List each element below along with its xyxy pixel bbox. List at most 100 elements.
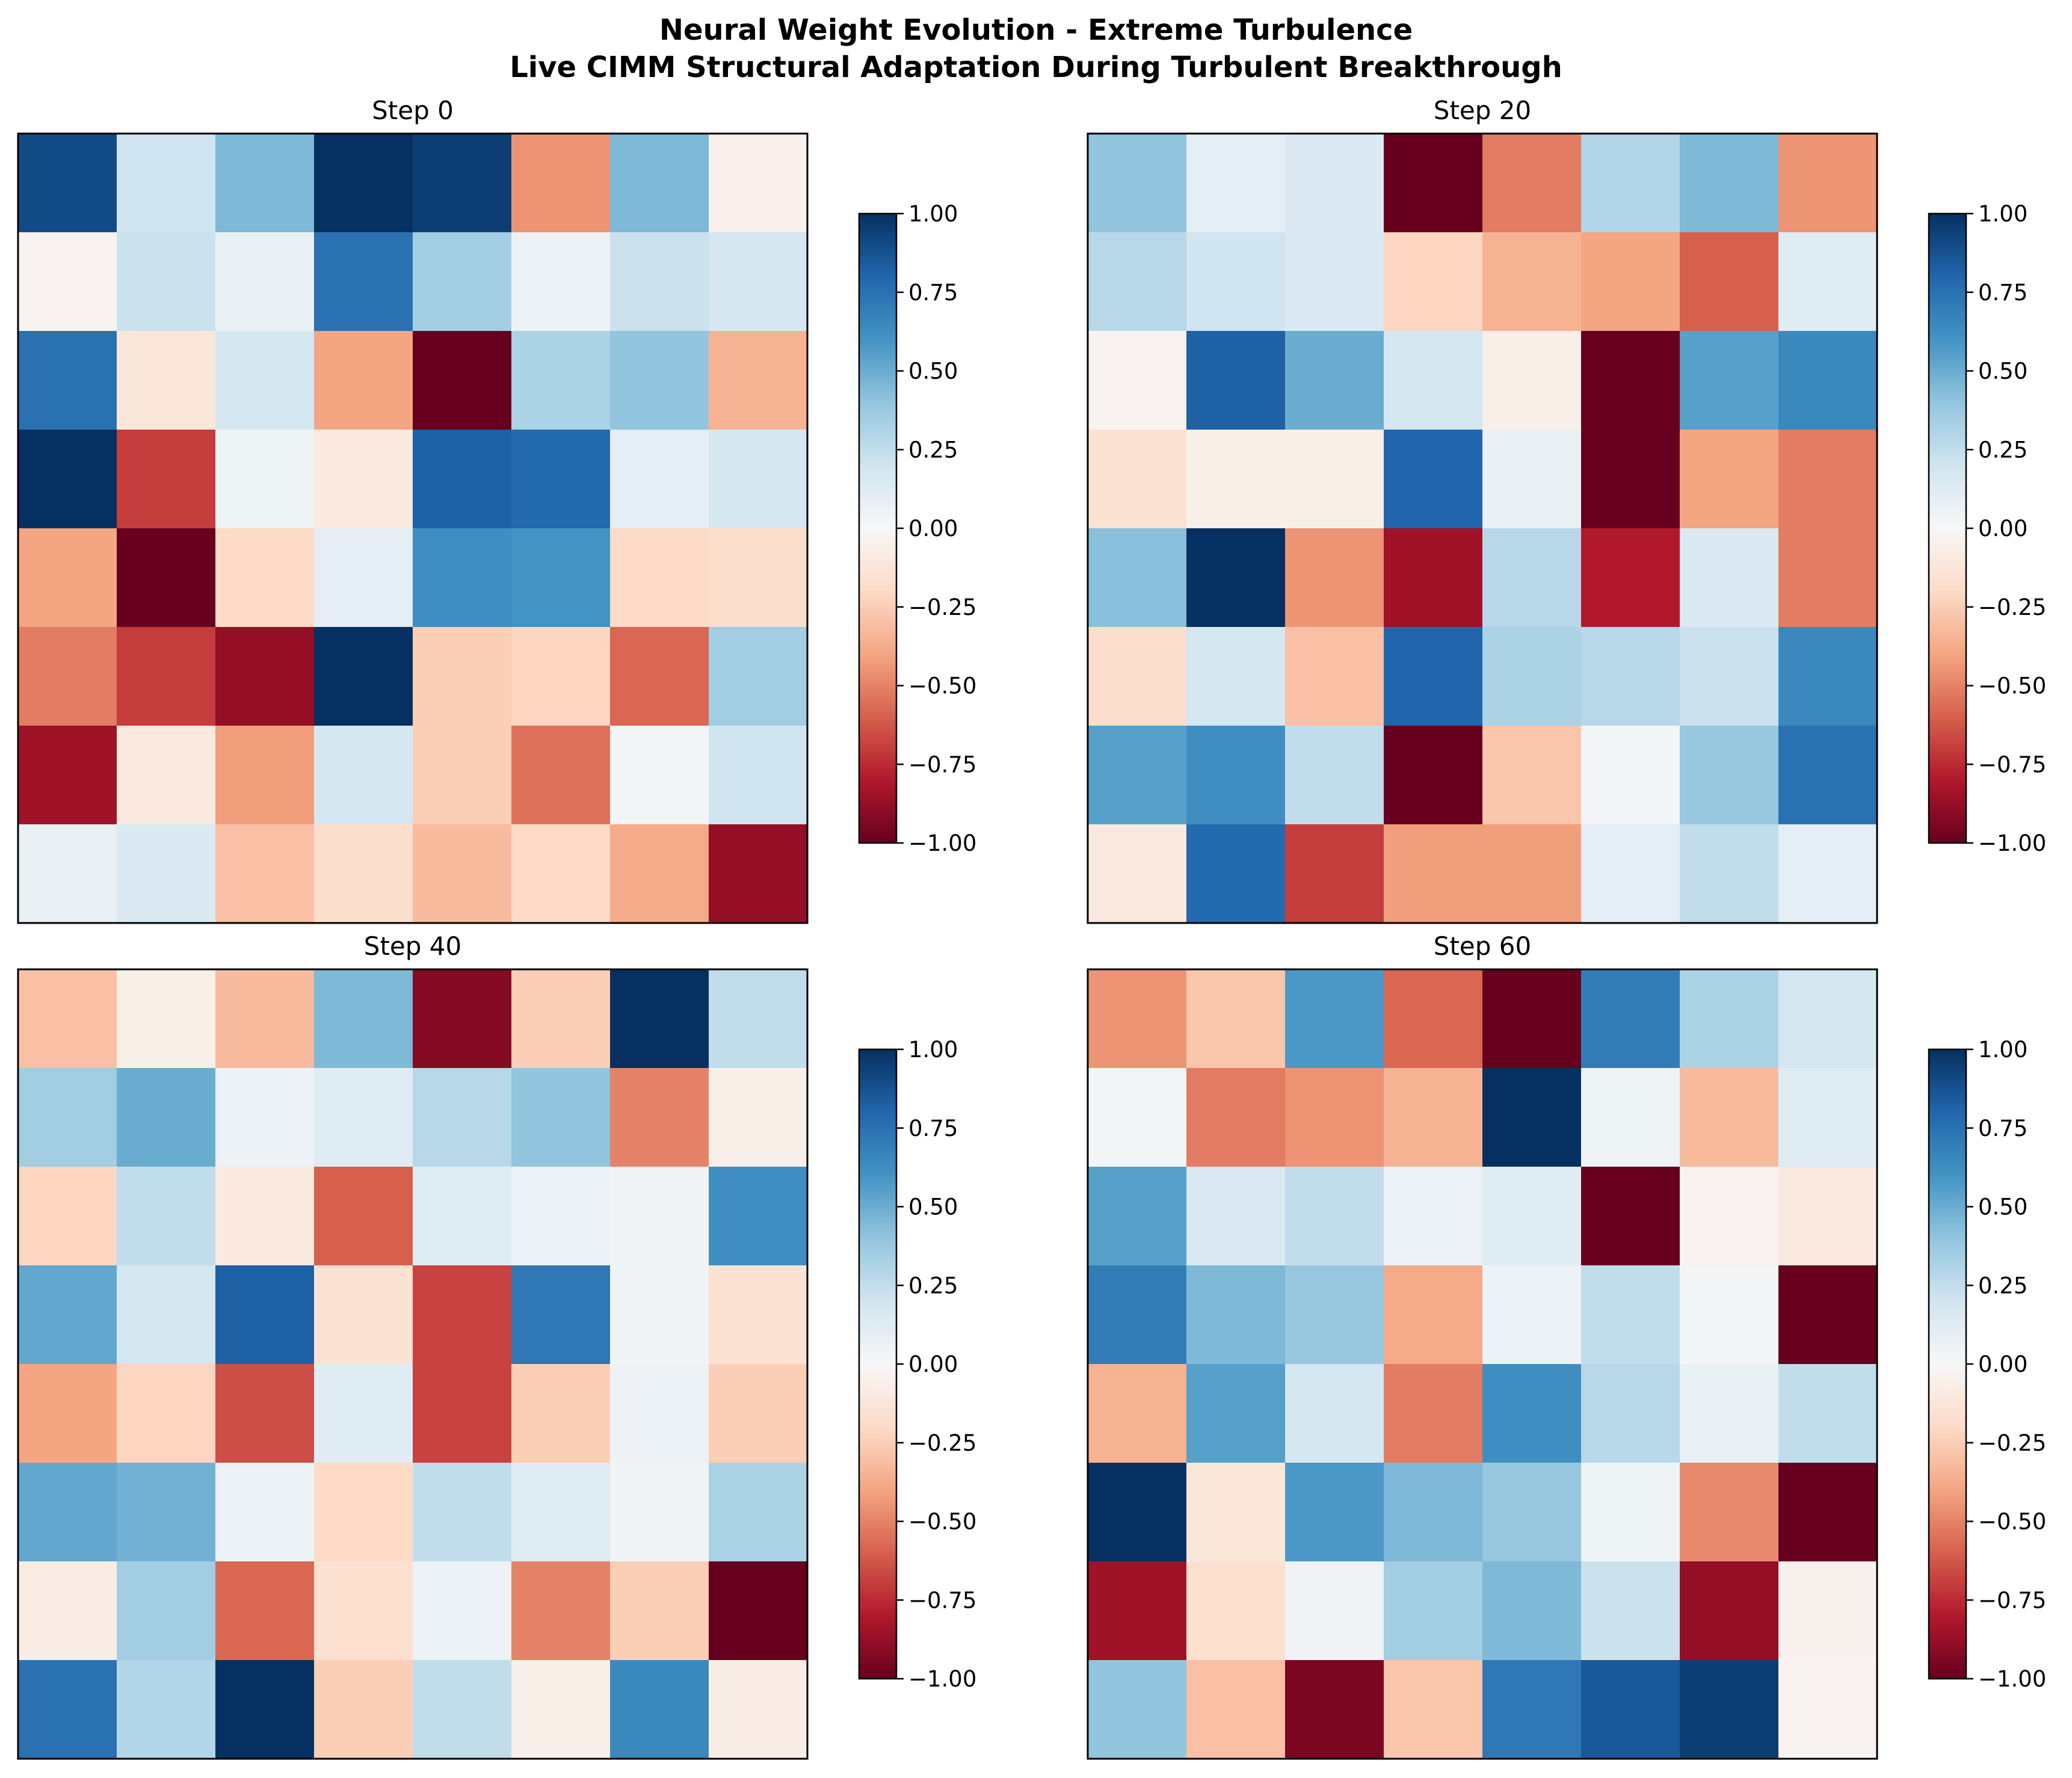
heatmap-cell — [1186, 528, 1286, 628]
heatmap-cell — [1088, 1265, 1187, 1365]
heatmap-cell — [511, 969, 611, 1069]
heatmap-cell — [1384, 528, 1483, 628]
heatmap-cell — [1285, 1265, 1384, 1365]
heatmap-cell — [1680, 528, 1779, 628]
heatmap-cell — [1778, 1660, 1878, 1759]
heatmap-cell — [1680, 1265, 1779, 1365]
heatmap-cell — [1581, 331, 1680, 430]
heatmap-cell — [511, 134, 611, 233]
heatmap-cell — [215, 1265, 315, 1365]
panel-title: Step 60 — [1434, 931, 1531, 961]
heatmap-cell — [215, 1068, 315, 1167]
heatmap-cell — [1680, 1364, 1779, 1463]
heatmap-cell — [709, 1561, 808, 1661]
colorbar: 1.00 0.75 0.50 0.25 0.00 −0.25 −0.50 −0.75 −1.00 — [1928, 201, 2046, 856]
heatmap-cell — [1186, 232, 1286, 332]
heatmap-cell — [1088, 232, 1187, 332]
heatmap-cell — [18, 1660, 117, 1759]
panel-title: Step 40 — [364, 931, 461, 961]
heatmap-cell — [314, 232, 413, 332]
heatmap-cell — [1680, 134, 1779, 233]
heatmap-cell — [610, 1167, 709, 1266]
heatmap-cell — [1285, 528, 1384, 628]
heatmap-cell — [1680, 726, 1779, 825]
heatmap-cell — [1581, 1463, 1680, 1562]
colorbar-gradient — [1929, 214, 1966, 843]
heatmap-cell — [511, 726, 611, 825]
heatmap-cell — [1680, 1463, 1779, 1562]
heatmap-cell — [1088, 331, 1187, 430]
heatmap-cell — [314, 528, 413, 628]
heatmap-cell — [511, 1167, 611, 1266]
heatmap-cell — [1088, 1660, 1187, 1759]
figure-title-line2: Live CIMM Structural Adaptation During T… — [510, 51, 1562, 84]
heatmap-cell — [117, 430, 216, 529]
heatmap-cell — [413, 134, 512, 233]
heatmap-cell — [413, 1463, 512, 1562]
heatmap-cell — [18, 1463, 117, 1562]
colorbar: 1.00 0.75 0.50 0.25 0.00 −0.25 −0.50 −0.75 −1.00 — [1928, 1037, 2046, 1692]
heatmap-cell — [1088, 969, 1187, 1069]
heatmap-cell — [1088, 134, 1187, 233]
heatmap-cell — [1482, 1167, 1582, 1266]
heatmap-cell — [1482, 134, 1582, 233]
heatmap-cell — [1088, 430, 1187, 529]
heatmap-cell — [215, 627, 315, 726]
colorbar-gradient — [859, 214, 896, 843]
heatmap-cell — [610, 430, 709, 529]
heatmap-cell — [511, 1364, 611, 1463]
heatmap-cell — [1581, 1660, 1680, 1759]
heatmap-cell — [18, 824, 117, 924]
heatmap-cell — [709, 1068, 808, 1167]
heatmap-cell — [314, 134, 413, 233]
colorbar: 1.00 0.75 0.50 0.25 0.00 −0.25 −0.50 −0.75 −1.00 — [858, 1037, 976, 1692]
heatmap-cell — [511, 1068, 611, 1167]
heatmap-cell — [1581, 430, 1680, 529]
colorbar-tick-label: −0.50 — [1978, 673, 2046, 699]
heatmap-cell — [511, 528, 611, 628]
heatmap-cell — [413, 969, 512, 1069]
heatmap-cell — [1482, 726, 1582, 825]
heatmap-panel-step-20: Step 20 1.00 0.75 0.50 0.25 0.00 −0.25 −0.50 −0… — [1087, 96, 2046, 924]
heatmap-cell — [1088, 1167, 1187, 1266]
heatmap-cell — [1088, 528, 1187, 628]
heatmap-cells — [1088, 134, 1878, 924]
heatmap-cell — [610, 232, 709, 332]
heatmap-cell — [511, 1463, 611, 1562]
heatmap-cell — [1186, 1660, 1286, 1759]
heatmap-cell — [117, 232, 216, 332]
heatmap-cell — [413, 430, 512, 529]
heatmap-cell — [1384, 1167, 1483, 1266]
heatmap-cell — [1482, 1463, 1582, 1562]
heatmap-cell — [1285, 627, 1384, 726]
heatmap-cell — [610, 1265, 709, 1365]
heatmap-cell — [1482, 1561, 1582, 1661]
heatmap-cell — [1285, 1660, 1384, 1759]
heatmap-cell — [511, 824, 611, 924]
heatmap-cell — [1581, 726, 1680, 825]
heatmap-cell — [1186, 1068, 1286, 1167]
heatmap-cell — [1680, 430, 1779, 529]
heatmap-cell — [215, 969, 315, 1069]
heatmap-cell — [1186, 1561, 1286, 1661]
heatmap-cell — [1285, 1561, 1384, 1661]
heatmap-cell — [314, 1364, 413, 1463]
heatmap-cell — [1186, 430, 1286, 529]
heatmap-cell — [1384, 726, 1483, 825]
heatmap-cell — [1778, 430, 1878, 529]
heatmap-cell — [1680, 232, 1779, 332]
heatmap-cell — [610, 969, 709, 1069]
heatmap-cell — [1384, 824, 1483, 924]
heatmap-cell — [1581, 134, 1680, 233]
heatmap-cell — [1186, 824, 1286, 924]
heatmap-cells — [18, 969, 808, 1759]
heatmap-cell — [709, 528, 808, 628]
heatmap-cell — [215, 1660, 315, 1759]
heatmap-cell — [1778, 1167, 1878, 1266]
heatmap-cell — [1384, 1463, 1483, 1562]
heatmap-cell — [18, 726, 117, 825]
colorbar-tick-label: 0.00 — [908, 516, 958, 542]
heatmap-cell — [610, 134, 709, 233]
colorbar-tick-label: 0.75 — [1978, 280, 2027, 306]
heatmap-cell — [1186, 627, 1286, 726]
